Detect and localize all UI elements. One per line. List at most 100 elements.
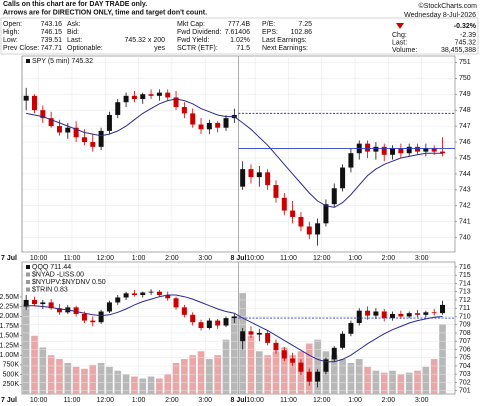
y2-tick-label: 2.00M [0,313,19,320]
change-pct: -0.32% [454,23,477,30]
quote-value: 746.15 [41,29,63,36]
candle-body [131,293,137,295]
volume-bar [131,376,138,394]
volume-bar [289,355,296,394]
candle-body [390,313,396,319]
x-tick-label: 10:00 [30,255,48,262]
y-tick-label: 706 [459,346,471,353]
candle-body [23,95,29,101]
x-tick-label: 2:00 [382,397,396,404]
volume-bar [172,362,180,394]
candle-body [140,94,146,100]
candle-body [223,118,229,128]
volume-bar [314,339,321,394]
volume-bar [164,374,172,394]
candle-body [90,142,96,147]
volume-bar [56,359,63,394]
volume-bar [255,351,263,394]
volume-bar [72,366,80,394]
candle-body [331,188,337,205]
moving-average [26,294,443,363]
candle-body [56,126,62,133]
candle-body [181,307,187,315]
volume-bar [214,355,222,394]
volume-bar [181,359,188,394]
quote-label: P/E: [262,21,275,28]
candle-body [440,151,446,154]
candle-body [398,148,404,154]
volume-bar [364,366,371,394]
y-tick-label: 748 [459,107,471,114]
candle-body [256,332,262,335]
x-tick-label: 11:00 [63,397,80,404]
candle-body [206,122,212,130]
x-tick-label: 12:00 [313,397,331,404]
candle-body [381,311,387,319]
x-tick-label: 11:00 [63,255,80,262]
y2-tick-label: 1.50M [0,333,19,340]
candle-body [315,371,321,382]
candle-body [173,97,179,107]
x-tick-label: 10:00 [246,397,264,404]
date: Wednesday 8-Jul-2026 [404,12,476,19]
summary-value: -2.39 [460,32,476,39]
x-tick-label: 3:00 [415,255,429,262]
candle-body [81,137,87,143]
y-tick-label: 751 [459,59,471,66]
x-tick-label: 3:00 [198,255,212,262]
y-tick-label: 709 [459,322,471,329]
candle-body [415,146,421,152]
legend-swatch [26,272,30,277]
x-tick-label: 8 Jul [231,255,247,262]
candle-body [256,172,262,178]
volume-bar [330,355,338,394]
quote-label: Low: [3,37,18,44]
quote-value: 743.16 [41,21,63,28]
candle-body [265,332,271,343]
x-tick-label: 2:00 [165,255,179,262]
candle-body [406,313,412,317]
candle-body [198,124,204,130]
candle-body [148,94,154,96]
candle-body [231,316,237,319]
quote-label: Bid: [67,29,79,36]
volume-bar [47,355,55,394]
candle-body [123,293,129,298]
candle-body [123,95,129,103]
candle-body [306,226,312,235]
x-tick-label: 1:00 [348,255,362,262]
x-tick-label: 12:00 [97,397,115,404]
volume-bar [147,376,155,394]
candle-body [73,307,79,314]
legend-text: SPY (5 min) 745.32 [32,58,93,65]
y-tick-label: 745 [459,155,471,162]
y-tick-label: 750 [459,75,471,82]
x-tick-label: 7 Jul [1,397,17,404]
volume-bar [397,374,405,394]
y-tick-label: 715 [459,272,471,279]
summary-label: Chg: [392,32,407,39]
note: Calls on this chart are for DAY TRADE on… [3,1,147,8]
volume-bar [139,378,147,394]
candle-body [73,127,79,138]
legend-text: $NYAD -LISS.00 [32,271,84,278]
quote-label: Mkt Cap: [177,21,205,28]
quote-value: 71.5 [236,45,250,52]
candle-body [340,167,346,189]
volume-bar [280,347,288,394]
candle-body [423,148,429,152]
moving-average [26,98,443,208]
summary-label: Volume: [392,47,417,54]
volume-bar [81,368,88,394]
candle-body [31,95,37,111]
x-tick-label: 2:00 [165,397,179,404]
quote-value: 777.4B [228,21,251,28]
candle-body [56,308,62,313]
quote-label: High: [3,29,19,36]
quote-value: 739.51 [41,37,63,44]
candle-body [165,92,171,98]
quote-value: 7.61406 [225,29,250,36]
candle-body [98,311,104,323]
candle-body [290,358,296,363]
x-tick-label: 3:00 [198,397,212,404]
